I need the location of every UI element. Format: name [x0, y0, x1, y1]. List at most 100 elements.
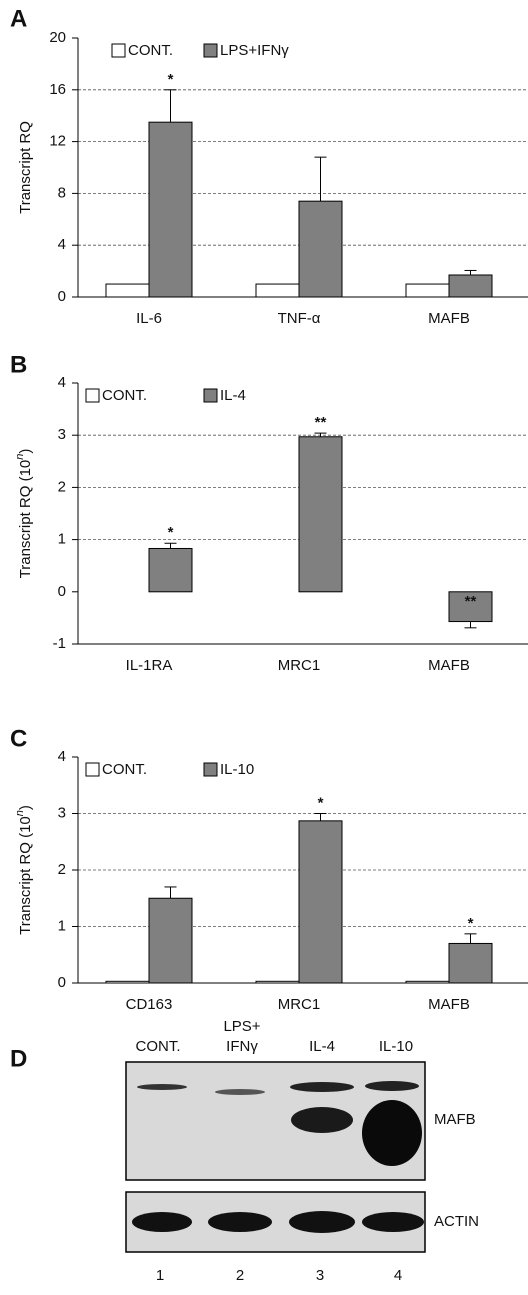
error-bar	[465, 934, 477, 944]
bar	[406, 284, 449, 297]
error-bar	[315, 157, 327, 201]
y-tick-label: 2	[58, 478, 66, 495]
band	[215, 1089, 265, 1095]
lane-number: 2	[236, 1267, 244, 1284]
x-tick-label: CD163	[126, 996, 173, 1013]
x-tick-label: TNF-α	[278, 310, 321, 327]
band	[132, 1212, 192, 1232]
error-bar	[315, 814, 327, 821]
bar	[299, 437, 342, 592]
y-axis-label: Transcript RQ (10n)	[14, 449, 34, 579]
y-tick-label: 20	[49, 29, 66, 46]
lane-label: IL-4	[309, 1038, 335, 1055]
lane-label: IFNγ	[226, 1038, 258, 1055]
x-tick-label: IL-6	[136, 310, 162, 327]
lane-label: LPS+	[223, 1018, 260, 1035]
error-bar	[465, 622, 477, 628]
legend-label: IL-10	[220, 761, 254, 778]
y-axis-label-part: Transcript RQ (10	[17, 816, 34, 935]
y-axis-label: Transcript RQ (10n)	[14, 805, 34, 935]
error-bar	[165, 887, 177, 898]
legend-swatch	[86, 389, 99, 402]
legend-swatch	[204, 44, 217, 57]
y-axis-label: Transcript RQ	[17, 121, 34, 214]
bar	[106, 981, 149, 983]
bar	[406, 981, 449, 983]
band	[290, 1082, 354, 1092]
x-tick-label: MRC1	[278, 996, 321, 1013]
blot: D CONT. LPS+ IFNγ IL-4 IL-10 MAFB ACTIN …	[10, 1018, 479, 1284]
x-tick-label: MAFB	[428, 657, 470, 674]
band	[365, 1081, 419, 1091]
band	[208, 1212, 272, 1232]
bar	[299, 821, 342, 983]
legend-label: CONT.	[102, 387, 147, 404]
bar	[149, 898, 192, 983]
figure: D CONT. LPS+ IFNγ IL-4 IL-10 MAFB ACTIN …	[0, 0, 528, 1290]
y-tick-label: 8	[58, 184, 66, 201]
significance-label: *	[468, 915, 474, 932]
significance-label: *	[318, 794, 324, 811]
bar	[449, 275, 492, 297]
band	[289, 1211, 355, 1233]
y-axis-label-part: )	[17, 805, 34, 810]
band	[291, 1107, 353, 1133]
error-bar	[165, 543, 177, 548]
y-axis-label-part: Transcript RQ (10	[17, 460, 34, 579]
bar	[256, 981, 299, 983]
y-tick-label: 12	[49, 133, 66, 150]
panel-letter: C	[10, 725, 27, 752]
bar	[299, 201, 342, 297]
legend-label: CONT.	[128, 42, 173, 59]
x-tick-label: MAFB	[428, 310, 470, 327]
lane-label: IL-10	[379, 1038, 413, 1055]
legend-label: IL-4	[220, 387, 246, 404]
bar	[149, 548, 192, 591]
y-axis-label-part: )	[17, 449, 34, 454]
band	[362, 1212, 424, 1232]
panel-letter: A	[10, 5, 27, 32]
legend-swatch	[204, 389, 217, 402]
x-tick-label: MRC1	[278, 657, 321, 674]
significance-label: **	[315, 414, 327, 431]
legend-label: LPS+IFNγ	[220, 42, 289, 59]
y-tick-label: 0	[58, 583, 66, 600]
y-tick-label: 0	[58, 288, 66, 305]
legend-label: CONT.	[102, 761, 147, 778]
panel-letter: B	[10, 351, 27, 378]
bar	[149, 122, 192, 297]
y-tick-label: 3	[58, 804, 66, 821]
y-tick-label: 4	[58, 374, 66, 391]
band	[137, 1084, 187, 1090]
row-label: ACTIN	[434, 1213, 479, 1230]
significance-label: *	[168, 71, 174, 88]
row-label: MAFB	[434, 1111, 476, 1128]
legend-swatch	[204, 763, 217, 776]
bar	[106, 284, 149, 297]
y-tick-label: 4	[58, 748, 66, 765]
lane-label: CONT.	[136, 1038, 181, 1055]
error-bar	[165, 90, 177, 122]
y-tick-label: 4	[58, 236, 66, 253]
y-tick-label: 0	[58, 974, 66, 991]
legend-swatch	[112, 44, 125, 57]
x-tick-label: MAFB	[428, 996, 470, 1013]
error-bar	[465, 270, 477, 275]
y-tick-label: 16	[49, 81, 66, 98]
y-tick-label: 3	[58, 426, 66, 443]
y-tick-label: 1	[58, 917, 66, 934]
y-tick-label: -1	[53, 635, 66, 652]
lane-number: 4	[394, 1267, 402, 1284]
significance-label: **	[465, 593, 477, 610]
bar	[449, 943, 492, 983]
significance-label: *	[168, 524, 174, 541]
x-tick-label: IL-1RA	[126, 657, 173, 674]
bar	[256, 284, 299, 297]
legend-swatch	[86, 763, 99, 776]
y-tick-label: 2	[58, 861, 66, 878]
lane-number: 1	[156, 1267, 164, 1284]
y-tick-label: 1	[58, 531, 66, 548]
panel-letter: D	[10, 1045, 27, 1072]
band	[362, 1100, 422, 1166]
lane-number: 3	[316, 1267, 324, 1284]
